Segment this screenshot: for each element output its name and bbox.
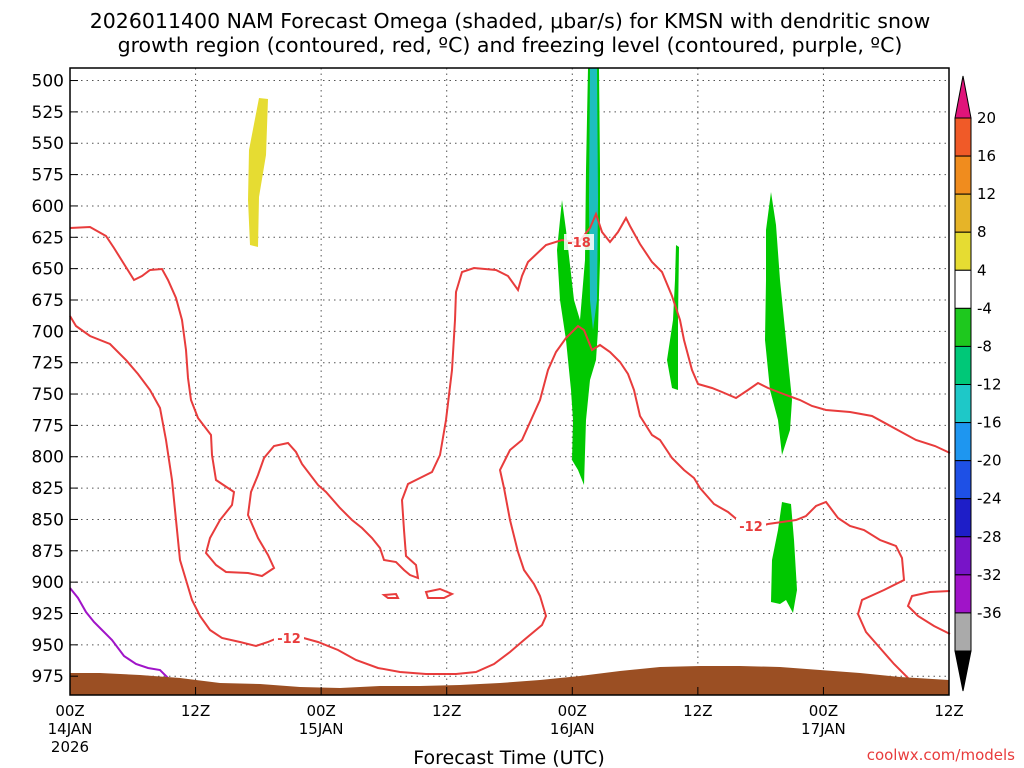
colorbar-label: -4 (977, 299, 992, 317)
y-tick-label: 875 (32, 542, 64, 562)
contour-label-1: -12 (277, 632, 301, 647)
colorbar-band (954, 422, 972, 462)
y-tick-label: 925 (32, 604, 64, 624)
y-tick-label: 800 (32, 448, 64, 468)
y-tick-label: 950 (32, 636, 64, 656)
colorbar-label: 20 (977, 109, 996, 127)
colorbar-label: 16 (977, 147, 996, 165)
x-tick-label: 12Z (432, 702, 461, 720)
rising-motion-16jan-18z-lower (771, 502, 797, 613)
plot-area: -12 -18 -12 (69, 67, 951, 696)
colorbar-band (954, 117, 972, 157)
colorbar-band (954, 345, 972, 385)
colorbar-label: 4 (977, 261, 987, 279)
colorbar-band (954, 460, 972, 500)
credit-text: coolwx.com/models (867, 746, 1015, 764)
sinking-motion-14jan-18z (248, 98, 268, 247)
colorbar-label: -16 (977, 414, 1002, 432)
rising-motion-core-16jan (589, 68, 598, 330)
x-tick-date-label: 15JAN (299, 720, 344, 738)
terrain-surface (70, 666, 949, 695)
colorbar-band (954, 231, 972, 271)
colorbar-band (954, 307, 972, 347)
x-tick-label: 00Z (55, 702, 84, 720)
rising-motion-16jan-12z (667, 245, 679, 390)
y-tick-label: 775 (32, 416, 64, 436)
chart-title-line-1: 2026011400 NAM Forecast Omega (shaded, μ… (90, 9, 931, 33)
x-tick-date-label: 14JAN (48, 720, 93, 738)
colorbar-band (954, 536, 972, 576)
x-tick-label: 12Z (934, 702, 963, 720)
y-tick-label: 675 (32, 291, 64, 311)
x-tick-label: 12Z (683, 702, 712, 720)
contour-label-3: -12 (739, 520, 763, 535)
contour-minus-12-right (906, 590, 951, 635)
colorbar-label: -24 (977, 490, 1002, 508)
colorbar-top-arrow (954, 75, 972, 119)
colorbar-band (954, 193, 972, 233)
x-tick-date-label: 17JAN (801, 720, 846, 738)
contour-label-2: -18 (567, 236, 591, 251)
colorbar-band (954, 384, 972, 424)
y-tick-label: 550 (32, 134, 64, 154)
contour-small-loop-2 (424, 587, 455, 599)
y-tick-label: 625 (32, 228, 64, 248)
y-tick-label: 725 (32, 354, 64, 374)
colorbar-label: -12 (977, 376, 1002, 394)
y-tick-label: 575 (32, 166, 64, 186)
colorbar-label: 12 (977, 185, 996, 203)
x-tick-label: 00Z (306, 702, 335, 720)
colorbar-label: -20 (977, 452, 1002, 470)
colorbar-label: -28 (977, 528, 1002, 546)
colorbar-label: -36 (977, 604, 1002, 622)
contour-labels: -12 -18 -12 (274, 234, 766, 647)
y-tick-label: 600 (32, 197, 64, 217)
x-tick-date-label: 16JAN (550, 720, 595, 738)
contour-minus-12-lower (69, 315, 917, 685)
y-tick-label: 975 (32, 667, 64, 687)
y-tick-label: 700 (32, 322, 64, 342)
x-axis-title: Forecast Time (UTC) (413, 747, 604, 768)
colorbar: 20 16 12 8 4 -4 -8 -12 -16 -20 -24 -28 -32 -36 (954, 75, 1002, 692)
y-tick-label: 650 (32, 260, 64, 280)
colorbar-band (954, 498, 972, 538)
x-tick-label: 00Z (809, 702, 838, 720)
x-tick-label: 12Z (181, 702, 210, 720)
colorbar-band (954, 612, 972, 652)
colorbar-label: 8 (977, 223, 987, 241)
x-tick-label: 00Z (558, 702, 587, 720)
freezing-level-contour (69, 587, 169, 679)
colorbar-band (954, 155, 972, 195)
y-tick-label: 900 (32, 573, 64, 593)
y-tick-label: 850 (32, 510, 64, 530)
dgz-contours (69, 211, 951, 685)
colorbar-band (954, 574, 972, 614)
y-tick-label: 500 (32, 72, 64, 92)
colorbar-band (954, 269, 972, 309)
y-tick-label: 525 (32, 103, 64, 123)
y-axis-ticks: 500 525 550 575 600 625 650 675 700 725 750 775 800 8… (32, 72, 78, 687)
contour-small-loop-1 (381, 592, 400, 599)
y-tick-label: 750 (32, 385, 64, 405)
chart-title-line-2: growth region (contoured, red, ºC) and f… (118, 33, 903, 57)
y-tick-label: 825 (32, 479, 64, 499)
colorbar-label: -32 (977, 566, 1002, 584)
x-tick-year-label: 2026 (51, 738, 89, 756)
colorbar-bottom-arrow (954, 650, 972, 692)
plot-frame (69, 67, 950, 696)
colorbar-label: -8 (977, 337, 992, 355)
contour-minus-18-upper (69, 211, 951, 580)
